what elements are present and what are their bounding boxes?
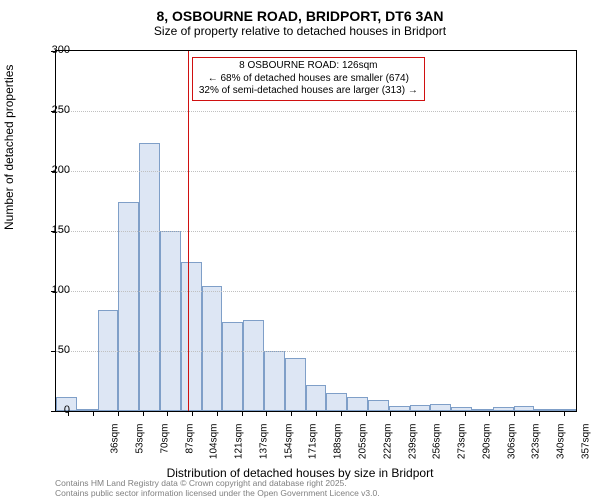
annotation-box: 8 OSBOURNE ROAD: 126sqm ← 68% of detache… [192,57,425,101]
annotation-line2: ← 68% of detached houses are smaller (67… [199,73,418,86]
chart-container: 8, OSBOURNE ROAD, BRIDPORT, DT6 3AN Size… [0,0,600,500]
ytick-label: 100 [30,284,70,296]
histogram-bar [243,320,264,411]
histogram-bar [118,202,139,411]
chart-subtitle: Size of property relative to detached ho… [0,24,600,42]
footer-attribution: Contains HM Land Registry data © Crown c… [55,479,380,498]
annotation-line1: 8 OSBOURNE ROAD: 126sqm [199,60,418,73]
ytick-label: 50 [30,344,70,356]
histogram-bar [181,262,202,411]
histogram-bar [555,409,576,411]
histogram-bar [222,322,243,411]
gridline [56,111,576,112]
footer-line2: Contains public sector information licen… [55,489,380,498]
histogram-bar [202,286,223,411]
histogram-bar [493,407,514,411]
histogram-bar [326,393,347,411]
histogram-bar [389,406,410,411]
histogram-bar [306,385,327,411]
histogram-bar [368,400,389,411]
gridline [56,351,576,352]
gridline [56,231,576,232]
histogram-bar [451,407,472,411]
histogram-bar [347,397,368,411]
gridline [56,171,576,172]
ytick-label: 200 [30,164,70,176]
histogram-bar [98,310,119,411]
annotation-line3: 32% of semi-detached houses are larger (… [199,85,418,98]
plot-area: 8 OSBOURNE ROAD: 126sqm ← 68% of detache… [55,50,577,412]
y-axis-label: Number of detached properties [2,65,16,230]
histogram-bar [534,409,555,411]
ytick-label: 300 [30,44,70,56]
histogram-bar [139,143,160,411]
property-marker-line [188,51,189,411]
ytick-label: 250 [30,104,70,116]
histogram-bar [430,404,451,411]
histogram-bar [264,351,285,411]
chart-title: 8, OSBOURNE ROAD, BRIDPORT, DT6 3AN [0,0,600,24]
gridline [56,291,576,292]
histogram-bar [160,231,181,411]
histogram-bar [410,405,431,411]
histogram-bar [77,409,98,411]
ytick-label: 0 [30,404,70,416]
histogram-bar [514,406,535,411]
histogram-bar [285,358,306,411]
ytick-label: 150 [30,224,70,236]
